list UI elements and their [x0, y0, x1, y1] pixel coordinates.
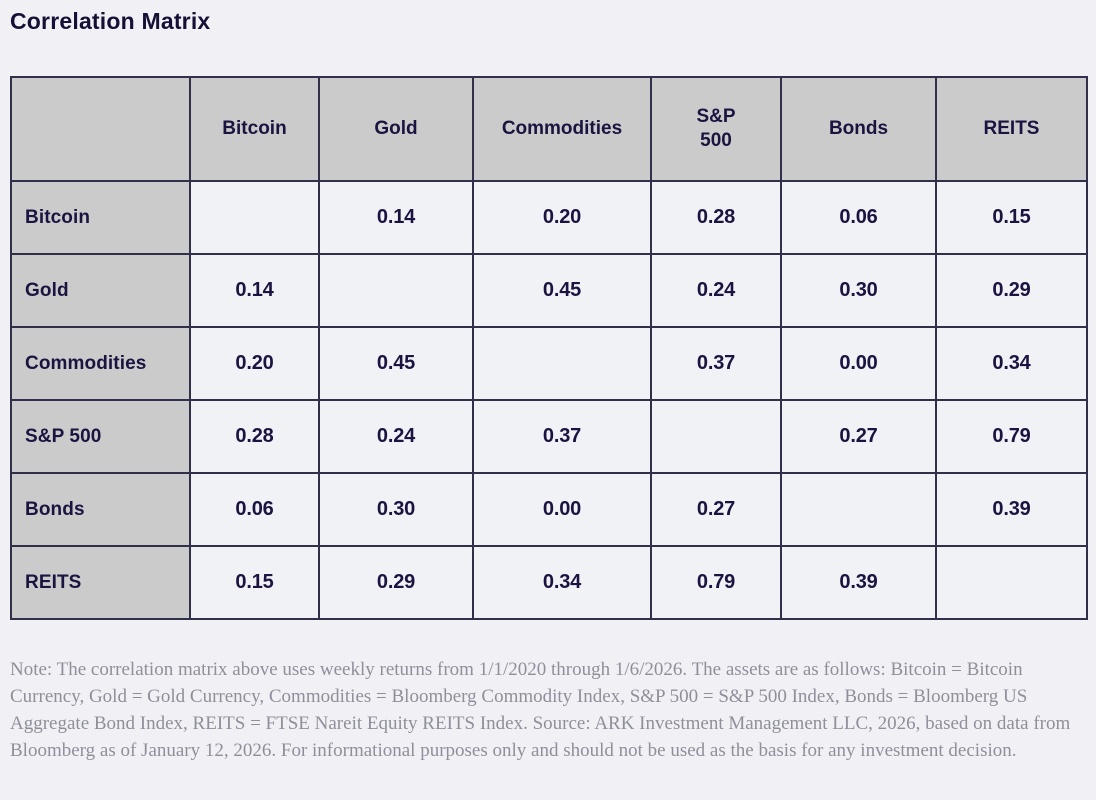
- matrix-cell: 0.37: [472, 399, 652, 474]
- matrix-cell: 0.29: [318, 545, 474, 620]
- matrix-cell: 0.06: [780, 180, 937, 255]
- table-row-bitcoin: Bitcoin 0.14 0.20 0.28 0.06 0.15: [10, 180, 1088, 255]
- matrix-cell: 0.27: [780, 399, 937, 474]
- matrix-cell: 0.00: [780, 326, 937, 401]
- row-header-gold: Gold: [10, 253, 191, 328]
- column-header-gold: Gold: [318, 76, 474, 182]
- matrix-cell: 0.06: [189, 472, 320, 547]
- matrix-cell: 0.24: [650, 253, 782, 328]
- table-row-gold: Gold 0.14 0.45 0.24 0.30 0.29: [10, 253, 1088, 328]
- matrix-cell: 0.79: [935, 399, 1088, 474]
- page-title: Correlation Matrix: [10, 8, 211, 34]
- matrix-cell: 0.14: [318, 180, 474, 255]
- column-header-bonds: Bonds: [780, 76, 937, 182]
- correlation-matrix-table: Bitcoin Gold Commodities S&P 500 Bonds R…: [10, 76, 1088, 620]
- matrix-cell: 0.15: [189, 545, 320, 620]
- matrix-cell: [650, 399, 782, 474]
- matrix-cell: 0.00: [472, 472, 652, 547]
- matrix-cell: 0.79: [650, 545, 782, 620]
- matrix-cell: [935, 545, 1088, 620]
- matrix-cell: 0.15: [935, 180, 1088, 255]
- matrix-cell: 0.39: [780, 545, 937, 620]
- matrix-cell: [780, 472, 937, 547]
- matrix-cell: 0.20: [189, 326, 320, 401]
- matrix-cell: 0.34: [472, 545, 652, 620]
- matrix-cell: 0.28: [650, 180, 782, 255]
- matrix-cell: 0.27: [650, 472, 782, 547]
- matrix-cell: 0.30: [318, 472, 474, 547]
- source-note: Note: The correlation matrix above uses …: [10, 659, 1071, 761]
- corner-cell: [10, 76, 191, 182]
- matrix-cell: 0.20: [472, 180, 652, 255]
- table-row-reits: REITS 0.15 0.29 0.34 0.79 0.39: [10, 545, 1088, 620]
- column-header-sp500: S&P 500: [650, 76, 782, 182]
- matrix-cell: 0.45: [318, 326, 474, 401]
- matrix-cell: 0.30: [780, 253, 937, 328]
- matrix-cell: 0.45: [472, 253, 652, 328]
- matrix-cell: 0.29: [935, 253, 1088, 328]
- row-header-bitcoin: Bitcoin: [10, 180, 191, 255]
- table-row-commodities: Commodities 0.20 0.45 0.37 0.00 0.34: [10, 326, 1088, 401]
- row-header-sp500: S&P 500: [10, 399, 191, 474]
- matrix-cell: [318, 253, 474, 328]
- matrix-cell: 0.24: [318, 399, 474, 474]
- row-header-reits: REITS: [10, 545, 191, 620]
- column-header-commodities: Commodities: [472, 76, 652, 182]
- row-header-bonds: Bonds: [10, 472, 191, 547]
- matrix-cell: [472, 326, 652, 401]
- matrix-cell: 0.28: [189, 399, 320, 474]
- table-row-sp500: S&P 500 0.28 0.24 0.37 0.27 0.79: [10, 399, 1088, 474]
- matrix-cell: [189, 180, 320, 255]
- matrix-cell: 0.34: [935, 326, 1088, 401]
- table-row-bonds: Bonds 0.06 0.30 0.00 0.27 0.39: [10, 472, 1088, 547]
- matrix-cell: 0.37: [650, 326, 782, 401]
- column-header-reits: REITS: [935, 76, 1088, 182]
- column-header-bitcoin: Bitcoin: [189, 76, 320, 182]
- row-header-commodities: Commodities: [10, 326, 191, 401]
- header-row: Bitcoin Gold Commodities S&P 500 Bonds R…: [10, 76, 1088, 182]
- matrix-cell: 0.14: [189, 253, 320, 328]
- matrix-cell: 0.39: [935, 472, 1088, 547]
